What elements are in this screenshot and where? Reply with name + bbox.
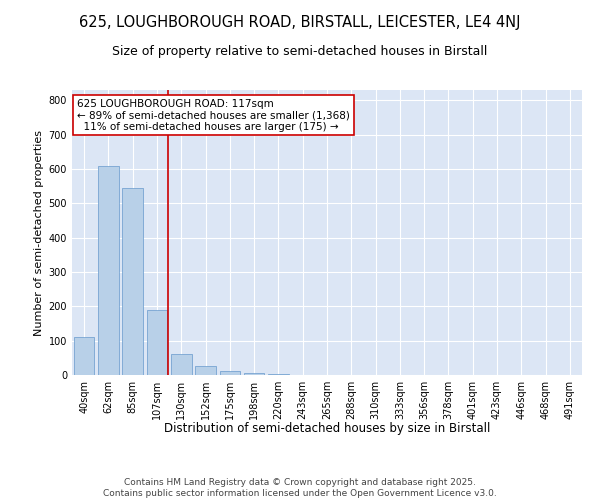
Bar [244,372,265,375]
Bar [146,310,167,375]
Text: 625, LOUGHBOROUGH ROAD, BIRSTALL, LEICESTER, LE4 4NJ: 625, LOUGHBOROUGH ROAD, BIRSTALL, LEICES… [79,15,521,30]
Bar [74,337,94,375]
Bar [171,354,191,375]
Bar [220,371,240,375]
X-axis label: Distribution of semi-detached houses by size in Birstall: Distribution of semi-detached houses by … [164,422,490,435]
Bar [268,374,289,375]
Text: Size of property relative to semi-detached houses in Birstall: Size of property relative to semi-detach… [112,45,488,58]
Y-axis label: Number of semi-detached properties: Number of semi-detached properties [34,130,44,336]
Bar [98,166,119,375]
Bar [195,366,216,375]
Text: Contains HM Land Registry data © Crown copyright and database right 2025.
Contai: Contains HM Land Registry data © Crown c… [103,478,497,498]
Bar [122,188,143,375]
Text: 625 LOUGHBOROUGH ROAD: 117sqm
← 89% of semi-detached houses are smaller (1,368)
: 625 LOUGHBOROUGH ROAD: 117sqm ← 89% of s… [77,98,350,132]
